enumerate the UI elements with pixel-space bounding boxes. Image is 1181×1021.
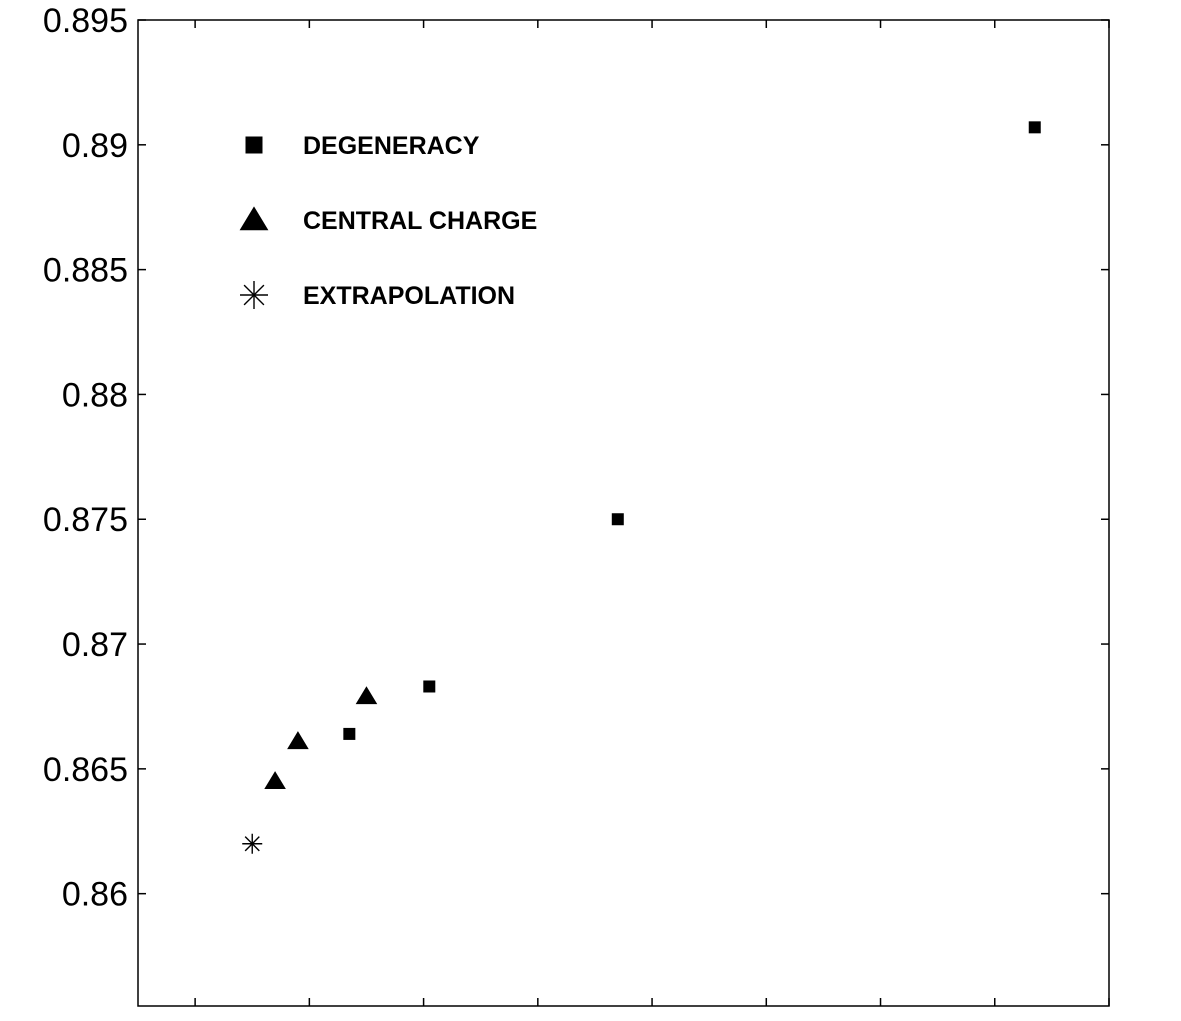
y-tick-label: 0.87 (62, 626, 128, 664)
axis-ticks (138, 19, 1110, 1006)
y-tick-label: 0.88 (62, 376, 128, 414)
data-point-square (423, 680, 436, 693)
legend-marker-triangle (239, 206, 269, 231)
y-tick-label: 0.895 (43, 2, 128, 40)
data-point-square (611, 513, 624, 526)
plot-frame (137, 19, 1110, 1007)
legend-marker-asterisk (240, 281, 268, 309)
data-point-triangle (264, 771, 286, 790)
legend-label: DEGENERACY (303, 132, 480, 160)
data-point-triangle (287, 731, 309, 750)
data-point-square (1028, 121, 1041, 134)
legend: DEGENERACY CENTRAL CHARGE EXTRAPOLATION (239, 132, 537, 310)
y-tick-label: 0.875 (43, 501, 128, 539)
y-tick-label: 0.89 (62, 127, 128, 165)
y-tick-labels: 0.86 0.865 0.87 0.875 0.88 0.885 0.89 0.895 (43, 2, 128, 914)
legend-label: CENTRAL CHARGE (303, 207, 537, 235)
data-point-square (343, 727, 356, 740)
y-tick-label: 0.86 (62, 876, 128, 914)
y-tick-label: 0.885 (43, 252, 128, 290)
data-points (242, 121, 1041, 854)
data-point-asterisk (242, 833, 263, 854)
y-tick-label: 0.865 (43, 751, 128, 789)
legend-label: EXTRAPOLATION (303, 282, 515, 310)
data-point-triangle (355, 686, 378, 705)
legend-marker-square (245, 136, 263, 154)
